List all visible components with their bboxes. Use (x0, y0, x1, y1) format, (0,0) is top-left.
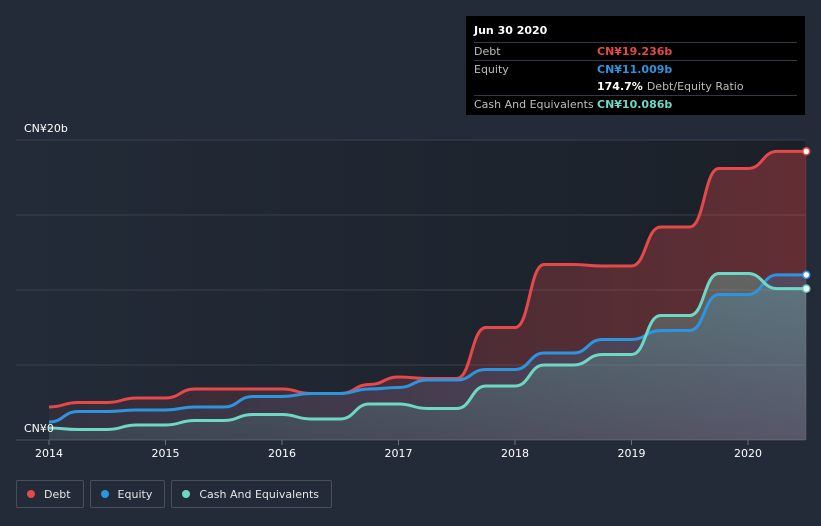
legend-item-cash[interactable]: Cash And Equivalents (171, 480, 332, 508)
legend-dot-equity (100, 490, 109, 498)
tooltip-debt-label: Debt (474, 45, 501, 58)
equity-endpoint (802, 270, 811, 280)
tooltip-equity-label: Equity (474, 63, 509, 76)
legend-item-equity[interactable]: Equity (89, 480, 166, 508)
x-tick-label: 2019 (618, 447, 646, 460)
debt-endpoint (802, 147, 811, 156)
tooltip-debt-value: CN¥19.236b (597, 45, 673, 58)
legend-label-cash: Cash And Equivalents (199, 487, 319, 501)
series-areas (49, 151, 807, 440)
legend-label-debt: Debt (44, 487, 71, 501)
tooltip-equity-value: CN¥11.009b (597, 63, 673, 76)
x-tick-label: 2018 (501, 447, 529, 460)
cash-and-equivalents-area (49, 273, 807, 440)
tooltip-ratio-row: 174.7% Debt/Equity Ratio (474, 78, 797, 95)
tooltip-cash-value: CN¥10.086b (597, 98, 673, 111)
legend-dot-debt (27, 490, 35, 498)
x-tick-label: 2015 (152, 447, 180, 460)
chart-legend: Debt Equity Cash And Equivalents (16, 480, 332, 508)
tooltip-debt-row: Debt CN¥19.236b (474, 42, 797, 60)
series-endpoints (802, 147, 811, 293)
legend-item-debt[interactable]: Debt (16, 480, 84, 508)
tooltip-panel: Jun 30 2020 Debt CN¥19.236b Equity CN¥11… (466, 16, 805, 115)
legend-label-equity: Equity (117, 487, 153, 501)
tooltip-cash-row: Cash And Equivalents CN¥10.086b (474, 95, 797, 113)
tooltip-equity-row: Equity CN¥11.009b (474, 60, 797, 78)
y-axis-bottom-label: CN¥0 (24, 422, 54, 435)
series-lines (48, 149, 807, 431)
tooltip-ratio-label: Debt/Equity Ratio (646, 80, 744, 93)
x-tick-label: 2020 (734, 447, 762, 460)
cash-and-equivalents-endpoint (802, 284, 811, 293)
x-tick-label: 2016 (268, 447, 296, 460)
x-axis-ticks: 2014 2015 2016 2017 2018 2019 2020 (35, 440, 762, 460)
legend-dot-cash (182, 490, 191, 498)
tooltip-date: Jun 30 2020 (474, 24, 548, 37)
tooltip-cash-label: Cash And Equivalents (474, 98, 594, 111)
y-axis-top-label: CN¥20b (24, 122, 68, 135)
equity-line (48, 273, 807, 424)
tooltip-ratio-value: 174.7% (597, 80, 643, 93)
x-tick-label: 2017 (385, 447, 413, 460)
x-tick-label: 2014 (35, 447, 63, 460)
cash-and-equivalents-line (48, 272, 807, 431)
